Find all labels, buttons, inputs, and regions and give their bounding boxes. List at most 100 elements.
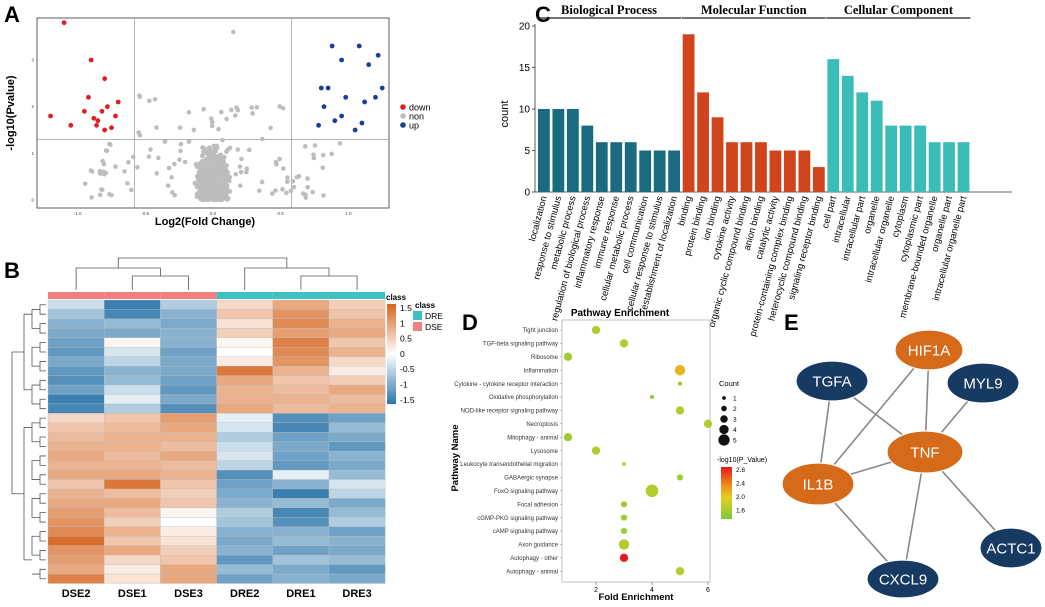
- heatmap-column-label: DRE2: [230, 588, 259, 600]
- go-bar: [841, 75, 854, 192]
- volcano-point-non: [196, 173, 202, 178]
- go-bar: [581, 125, 594, 192]
- pathway-point: [674, 365, 686, 376]
- count-legend-dot: [718, 434, 730, 446]
- volcano-point-non: [214, 161, 219, 167]
- volcano-point-non: [136, 130, 141, 135]
- volcano-point-non: [222, 155, 227, 160]
- pathway-x-tick-label: 6: [706, 587, 710, 594]
- heatmap-scale-tick: 0.5: [400, 334, 412, 344]
- pathway-label: Focal adhesion: [517, 502, 558, 508]
- volcano-point-non: [219, 109, 224, 115]
- heatmap-annotation-cell: [329, 292, 386, 299]
- volcano-point-non: [244, 166, 250, 171]
- volcano-point-non: [148, 147, 153, 152]
- volcano-legend-swatch-non: [400, 113, 406, 119]
- volcano-point-non: [203, 192, 208, 198]
- volcano-point-non: [232, 113, 238, 118]
- volcano-point-non: [152, 96, 158, 102]
- color-legend-tick: 2.8: [736, 467, 745, 474]
- pathway-xlabel: Fold Enrichment: [599, 592, 675, 603]
- volcano-point-non: [211, 151, 217, 157]
- volcano-point-non: [320, 165, 326, 170]
- volcano-point-down: [113, 113, 118, 119]
- volcano-point-non: [100, 158, 105, 164]
- volcano-point-non: [224, 189, 230, 194]
- volcano-point-down: [102, 127, 108, 133]
- network-edge: [817, 349, 930, 485]
- heatmap-scale-tick: 0: [400, 349, 405, 359]
- pathway-point: [620, 514, 628, 521]
- volcano-y-tick: 1: [31, 151, 34, 156]
- volcano-point-non: [288, 188, 294, 194]
- volcano-y-tick: 0: [31, 198, 34, 203]
- heatmap-annotation-cell: [216, 292, 273, 299]
- volcano-point-non: [165, 183, 171, 188]
- volcano-point-non: [177, 125, 183, 131]
- heatmap-class-swatch-DRE: [413, 311, 422, 320]
- volcano-point-non: [225, 183, 230, 189]
- pathway-label: Tight junction: [523, 328, 558, 334]
- volcano-point-non: [122, 169, 127, 174]
- volcano-point-non: [269, 191, 275, 196]
- volcano-point-non: [233, 171, 239, 177]
- volcano-legend-label-up: up: [409, 121, 419, 131]
- go-ylabel: count: [499, 101, 511, 128]
- pathway-labels: Tight junction TGF-beta signaling pathway…: [454, 328, 562, 575]
- volcano-point-non: [166, 165, 172, 171]
- volcano-point-non: [257, 188, 262, 193]
- volcano-point-non: [222, 162, 228, 168]
- volcano-point-non: [277, 104, 282, 109]
- network-node-label: MYL9: [963, 376, 1002, 393]
- volcano-point-non: [197, 163, 203, 169]
- volcano-point-non: [217, 176, 222, 181]
- volcano-point-non: [209, 119, 215, 125]
- volcano-point-down: [86, 94, 91, 100]
- volcano-point-up: [366, 62, 372, 68]
- volcano-point-up: [362, 99, 368, 105]
- volcano-point-down: [61, 20, 67, 26]
- heatmap-column-label: DRE1: [286, 588, 315, 600]
- go-bar: [899, 125, 912, 192]
- network-node-label: ACTC1: [986, 541, 1035, 558]
- heatmap-annotation-cell: [48, 292, 105, 299]
- volcano-x-tick: -0.5: [141, 211, 149, 216]
- volcano-point-non: [169, 175, 174, 180]
- go-bars: [538, 34, 970, 193]
- volcano-point-non: [172, 192, 177, 198]
- volcano-point-non: [135, 164, 140, 170]
- volcano-point-non: [154, 125, 159, 130]
- pathway-label: cGMP-PKG signaling pathway: [477, 516, 558, 522]
- volcano-point-non: [202, 179, 208, 185]
- volcano-point-non: [211, 158, 217, 163]
- volcano-points-significant: [48, 20, 385, 133]
- network-node-shape: [866, 559, 940, 599]
- go-y-tick-label: 20: [519, 22, 531, 33]
- pathway-enrichment-chart: Pathway Enrichment Tight junction TGF-bet…: [450, 308, 767, 603]
- volcano-point-non: [229, 107, 234, 113]
- go-bar: [610, 142, 623, 192]
- network-node-label: TNF: [910, 445, 939, 462]
- pathway-label: Autophagy - animal: [506, 569, 558, 575]
- volcano-point-non: [199, 196, 205, 202]
- panel-label-a: A: [4, 2, 20, 27]
- heatmap-annotation-cell: [160, 292, 217, 299]
- color-legend-ticks: 2.8 2.4 2.0 1.6: [736, 467, 745, 515]
- network-node-tnf: TNF: [886, 430, 964, 474]
- pathway-label: Ribosome: [531, 355, 559, 361]
- color-legend-tick: 2.4: [736, 481, 745, 488]
- volcano-point-up: [352, 127, 358, 133]
- volcano-point-non: [281, 166, 286, 171]
- volcano-x-tick: -1.0: [74, 211, 82, 216]
- volcano-point-non: [146, 98, 152, 104]
- volcano-point-non: [290, 178, 296, 184]
- pathway-label: GABAergic synapse: [504, 476, 558, 482]
- volcano-point-non: [225, 177, 231, 182]
- pathway-point: [677, 381, 683, 386]
- volcano-x-tick: 1.0: [345, 211, 352, 216]
- volcano-point-non: [280, 187, 285, 192]
- pathway-label: Cytokine - cytokine receptor interaction: [454, 382, 558, 388]
- volcano-point-up: [321, 104, 327, 110]
- heatmap-scale-tick: -1.5: [400, 395, 415, 405]
- pathway-plot-frame: [561, 319, 711, 583]
